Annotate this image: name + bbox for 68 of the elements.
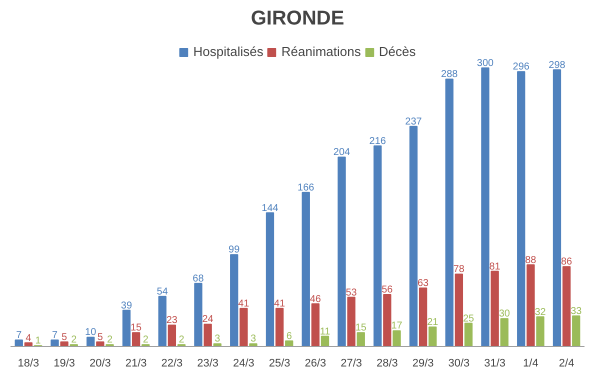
- x-tick-label: 1/4: [523, 358, 538, 370]
- data-label: 23: [166, 315, 178, 326]
- data-label: 39: [120, 300, 132, 312]
- data-label: 7: [52, 330, 58, 341]
- data-label: 15: [130, 322, 142, 334]
- data-label: 68: [192, 273, 204, 284]
- data-label: 53: [346, 287, 358, 298]
- data-label: 63: [418, 278, 430, 289]
- x-tick-label: 26/3: [304, 358, 326, 370]
- legend-label: Décès: [378, 44, 416, 59]
- data-label: 300: [476, 58, 494, 69]
- data-label: 41: [274, 298, 286, 310]
- data-label: 56: [382, 284, 394, 296]
- data-label: 33: [570, 306, 582, 317]
- data-label: 216: [369, 136, 386, 147]
- data-label: 81: [489, 261, 501, 272]
- data-label: 3: [214, 334, 221, 345]
- data-label: 10: [85, 327, 97, 338]
- data-label: 17: [391, 320, 403, 332]
- x-tick-label: 30/3: [448, 358, 470, 370]
- data-label: 5: [62, 332, 68, 343]
- data-label: 6: [286, 330, 292, 342]
- x-tick-label: 23/3: [197, 358, 219, 370]
- data-label: 15: [355, 322, 367, 334]
- data-label: 166: [298, 182, 315, 194]
- data-label: 288: [441, 69, 458, 80]
- data-label: 144: [262, 202, 279, 214]
- x-tick-label: 18/3: [18, 358, 40, 370]
- data-label: 296: [512, 62, 530, 73]
- x-tick-label: 29/3: [412, 358, 434, 370]
- data-label: 11: [320, 326, 331, 338]
- data-label: 4: [26, 332, 32, 344]
- data-label: 88: [525, 254, 537, 266]
- x-tick-label: 21/3: [125, 358, 147, 370]
- data-label: 41: [238, 298, 250, 310]
- data-label: 30: [498, 308, 510, 320]
- data-label: 204: [333, 147, 351, 158]
- data-label: 99: [228, 244, 240, 256]
- data-label: 24: [202, 314, 214, 326]
- data-label: 237: [405, 116, 422, 128]
- data-label: 25: [462, 313, 475, 324]
- data-label: 46: [310, 294, 322, 305]
- data-label: 54: [156, 286, 168, 298]
- data-label: 298: [548, 60, 566, 71]
- x-tick-label: 20/3: [89, 358, 111, 370]
- x-tick-label: 24/3: [232, 358, 254, 370]
- data-label: 2: [71, 334, 78, 346]
- data-label: 86: [561, 256, 573, 268]
- data-label: 7: [16, 330, 22, 341]
- data-label: 3: [250, 334, 256, 345]
- x-tick-label: 27/3: [340, 358, 362, 370]
- x-tick-label: 25/3: [268, 358, 290, 370]
- data-label: 21: [427, 317, 439, 328]
- legend-label: Hospitalisés: [193, 44, 264, 59]
- data-label: 5: [97, 332, 104, 343]
- x-tick-label: 2/4: [558, 358, 574, 370]
- data-label: 32: [534, 306, 546, 318]
- data-label: 78: [453, 264, 465, 276]
- legend-label: Réanimations: [281, 44, 361, 59]
- x-tick-label: 31/3: [484, 358, 506, 370]
- x-tick-label: 19/3: [54, 358, 76, 370]
- x-tick-label: 28/3: [376, 358, 398, 370]
- data-label: 2: [178, 334, 185, 346]
- data-label: 2: [142, 334, 149, 346]
- x-tick-label: 22/3: [161, 358, 183, 370]
- data-label: 1: [35, 336, 42, 347]
- chart-title: GIRONDE: [250, 8, 344, 30]
- data-label: 2: [106, 334, 113, 346]
